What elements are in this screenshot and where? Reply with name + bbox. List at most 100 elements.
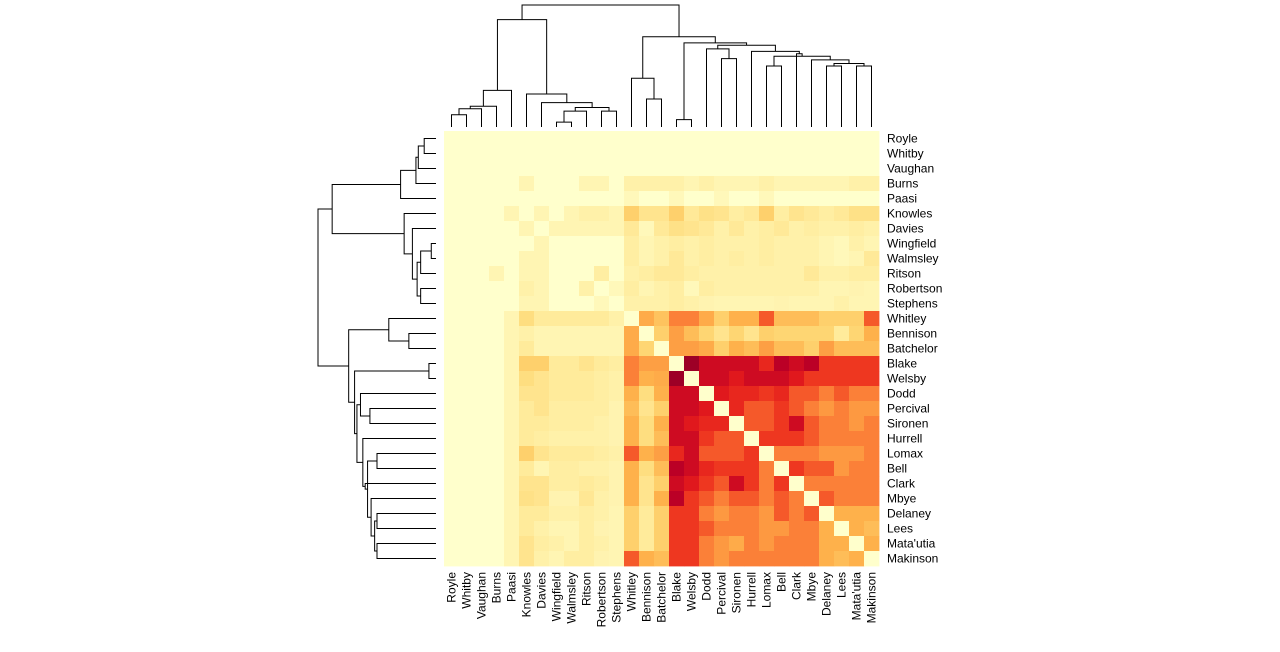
heatmap-cell (609, 506, 625, 522)
heatmap-cell (669, 251, 685, 267)
heatmap-cell (759, 176, 775, 192)
heatmap-cell (639, 476, 655, 492)
heatmap-cell (459, 371, 475, 387)
heatmap-cell (699, 206, 715, 222)
heatmap-cell (549, 221, 565, 237)
heatmap-cell (564, 521, 580, 537)
heatmap-cell (759, 161, 775, 177)
heatmap-cell (609, 491, 625, 507)
heatmap-cell (729, 551, 745, 567)
heatmap-cell (699, 236, 715, 252)
heatmap-cell (819, 251, 835, 267)
heatmap-cell (534, 191, 550, 207)
heatmap-cell (669, 536, 685, 552)
heatmap-cell (684, 221, 700, 237)
heatmap-cell (684, 281, 700, 297)
heatmap-cell (519, 131, 535, 147)
heatmap-cell (684, 251, 700, 267)
heatmap-cell (864, 296, 880, 312)
column-label: Robertson (595, 572, 609, 627)
heatmap-cell (564, 461, 580, 477)
row-labels: RoyleWhitbyVaughanBurnsPaasiKnowlesDavie… (887, 132, 942, 566)
heatmap-cell (789, 326, 805, 342)
heatmap-cell (669, 296, 685, 312)
heatmap-cell (624, 296, 640, 312)
heatmap-cell (729, 191, 745, 207)
heatmap-cell (714, 491, 730, 507)
heatmap-cell (579, 206, 595, 222)
heatmap-cell (669, 356, 685, 372)
heatmap-cell (864, 491, 880, 507)
heatmap-cell (564, 386, 580, 402)
heatmap-cell (444, 386, 460, 402)
dendrogram-branch (417, 145, 436, 169)
heatmap-cell (504, 356, 520, 372)
heatmap-cell (624, 146, 640, 162)
heatmap-cell (849, 131, 865, 147)
heatmap-cell (729, 416, 745, 432)
heatmap-cell (489, 461, 505, 477)
heatmap-cell (549, 551, 565, 567)
heatmap-cell (444, 281, 460, 297)
heatmap-cell (474, 551, 490, 567)
heatmap-cell (804, 161, 820, 177)
heatmap-cell (669, 281, 685, 297)
heatmap-cell (804, 266, 820, 282)
heatmap-cell (594, 146, 610, 162)
heatmap-cell (819, 236, 835, 252)
heatmap-cell (834, 206, 850, 222)
heatmap-cell (489, 521, 505, 537)
heatmap-cell (789, 146, 805, 162)
heatmap-cell (609, 341, 625, 357)
heatmap-cell (564, 236, 580, 252)
heatmap-cell (639, 386, 655, 402)
heatmap-cell (684, 386, 700, 402)
column-label: Batchelor (655, 572, 669, 623)
heatmap-cell (774, 251, 790, 267)
heatmap-cell (789, 221, 805, 237)
heatmap-cell (744, 356, 760, 372)
heatmap-cell (534, 356, 550, 372)
heatmap-cell (489, 236, 505, 252)
heatmap-cell (804, 356, 820, 372)
heatmap-cell (744, 401, 760, 417)
heatmap-cell (654, 281, 670, 297)
column-labels: Royle Whitby Vaughan Burns Paasi Knowles Davie… (445, 571, 879, 627)
row-label: Mata'utia (887, 537, 936, 551)
heatmap-cell (729, 326, 745, 342)
column-label: Wingfield (550, 572, 564, 621)
heatmap-cell (624, 236, 640, 252)
heatmap-cell (564, 341, 580, 357)
heatmap-cell (759, 131, 775, 147)
heatmap-cell (639, 506, 655, 522)
heatmap-cell (654, 476, 670, 492)
dendrogram-branch (631, 77, 655, 127)
heatmap-cell (654, 401, 670, 417)
heatmap-cell (504, 476, 520, 492)
heatmap-cell (729, 491, 745, 507)
heatmap-cell (774, 506, 790, 522)
dendrogram-branch (408, 333, 436, 349)
heatmap-cell (669, 146, 685, 162)
heatmap-cell (549, 476, 565, 492)
heatmap-cell (444, 266, 460, 282)
heatmap-cell (849, 491, 865, 507)
heatmap-cell (459, 446, 475, 462)
heatmap-cell (519, 296, 535, 312)
heatmap-cell (759, 146, 775, 162)
heatmap-cell (639, 536, 655, 552)
heatmap-cell (789, 206, 805, 222)
heatmap-cell (564, 476, 580, 492)
heatmap-cell (759, 281, 775, 297)
heatmap-cell (474, 506, 490, 522)
dendrogram-branch (796, 53, 803, 127)
heatmap-cell (684, 161, 700, 177)
heatmap-cell (549, 521, 565, 537)
heatmap-cell (594, 401, 610, 417)
heatmap-cell (714, 416, 730, 432)
heatmap-cell (684, 131, 700, 147)
heatmap-cell (744, 251, 760, 267)
heatmap-cell (534, 461, 550, 477)
heatmap-cell (699, 431, 715, 447)
heatmap-cell (684, 491, 700, 507)
